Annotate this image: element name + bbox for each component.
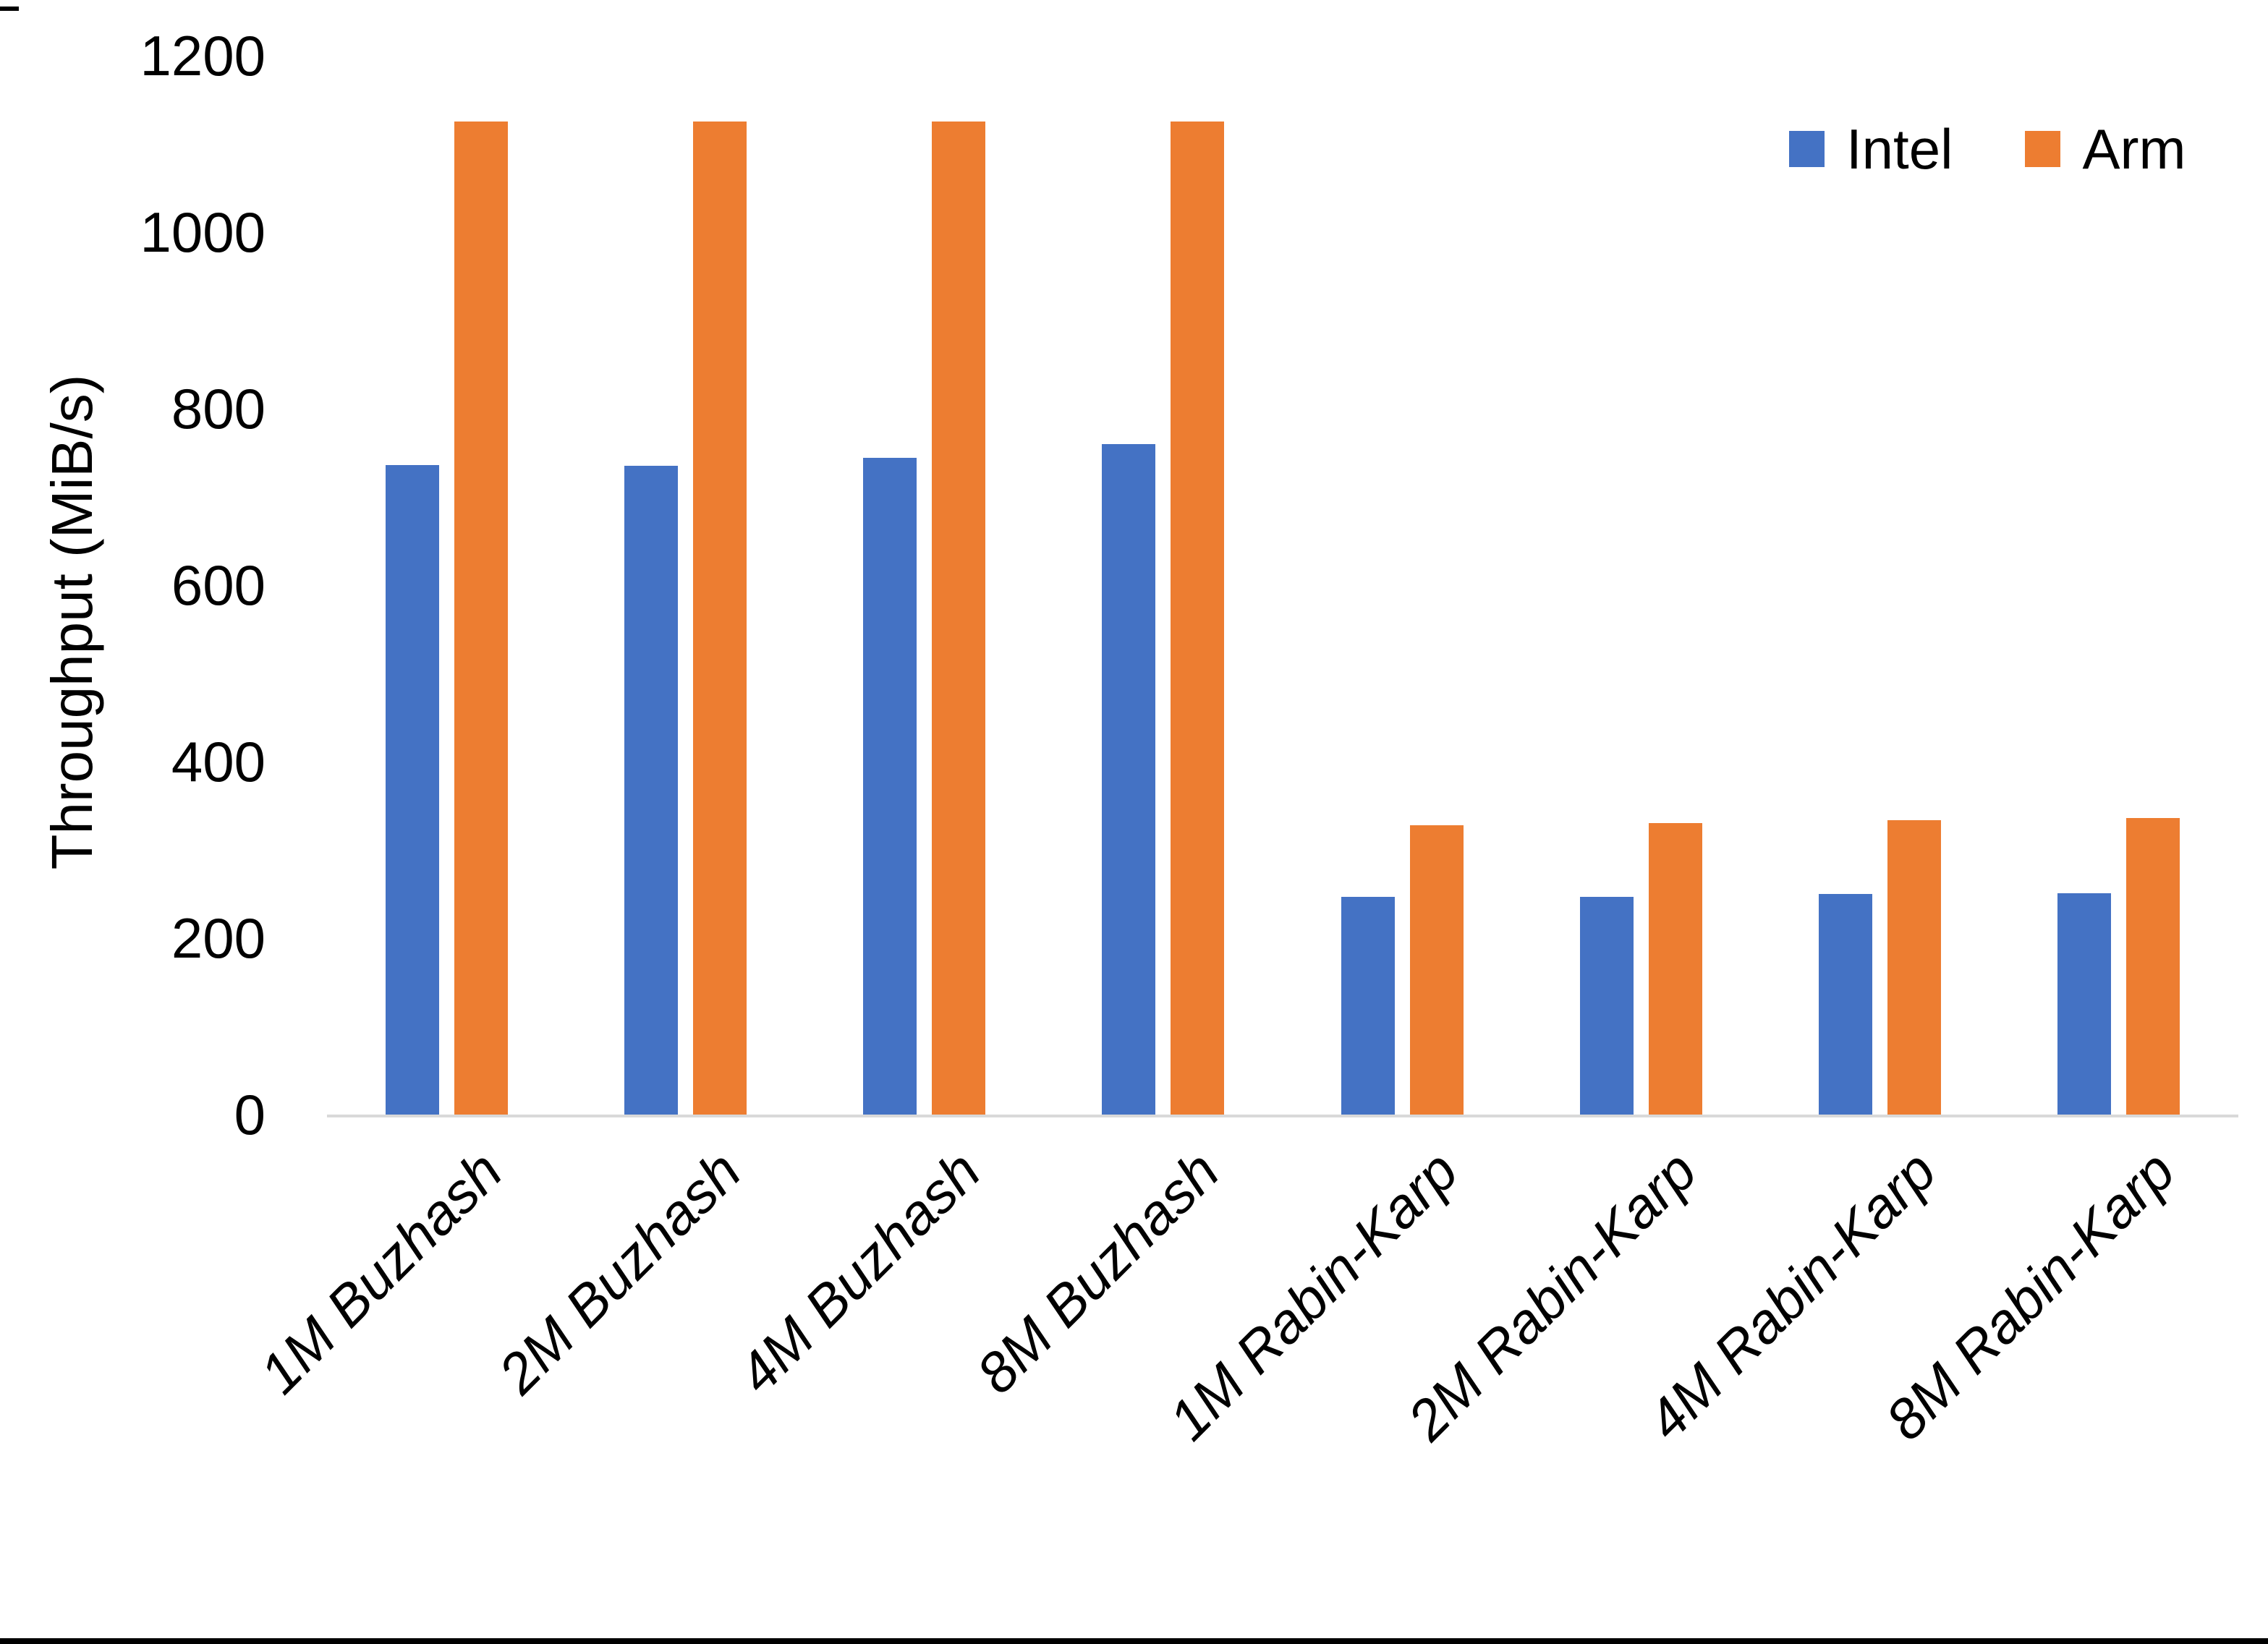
plot-area [327,56,2238,1117]
bar-arm-8m-rabin-karp [2126,818,2180,1115]
y-tick-label-0: 0 [234,1083,266,1146]
legend-label-intel: Intel [1846,117,1953,181]
bar-group-1m-rabin-karp [1283,56,1521,1115]
legend: Intel Arm [1789,121,2186,177]
y-tick-label-600: 600 [171,553,266,617]
bar-intel-8m-rabin-karp [2057,893,2112,1115]
y-tick-label-1000: 1000 [140,200,266,264]
bar-arm-1m-buzhash [454,122,508,1115]
bar-intel-1m-buzhash [385,465,439,1115]
y-axis-title: Throughput (MiB/s) [40,374,104,870]
top-left-screenshot-artifact [0,7,19,11]
legend-swatch-intel [1789,131,1825,167]
bar-intel-4m-rabin-karp [1819,894,1873,1115]
y-tick-label-400: 400 [171,730,266,793]
legend-label-arm: Arm [2082,117,2186,181]
legend-item-intel: Intel [1789,121,1953,177]
bar-group-2m-buzhash [566,56,804,1115]
x-category-label-8m-buzhash: 8M Buzhash [964,1138,1231,1406]
bar-group-4m-buzhash [805,56,1044,1115]
bar-arm-2m-rabin-karp [1648,823,1702,1115]
bar-group-1m-buzhash [327,56,566,1115]
bar-intel-2m-rabin-karp [1579,897,1634,1115]
x-category-label-2m-buzhash: 2M Buzhash [486,1138,754,1406]
bar-arm-2m-buzhash [692,122,747,1115]
bar-group-2m-rabin-karp [1521,56,1760,1115]
bar-intel-1m-rabin-karp [1341,897,1395,1115]
bar-intel-8m-buzhash [1102,444,1156,1115]
bar-arm-4m-buzhash [932,122,986,1115]
bar-arm-1m-rabin-karp [1409,825,1464,1115]
bar-group-8m-rabin-karp [2000,56,2238,1115]
legend-item-arm: Arm [2025,121,2186,177]
x-category-label-1m-buzhash: 1M Buzhash [247,1138,514,1406]
bar-group-4m-rabin-karp [1761,56,2000,1115]
bar-arm-4m-rabin-karp [1887,820,1942,1115]
x-category-label-4m-buzhash: 4M Buzhash [725,1138,993,1406]
legend-swatch-arm [2025,131,2061,167]
y-tick-label-200: 200 [171,906,266,970]
bar-arm-8m-buzhash [1171,122,1225,1115]
bar-intel-4m-buzhash [863,458,917,1115]
y-tick-label-1200: 1200 [140,24,266,88]
bar-intel-2m-buzhash [624,466,678,1115]
bottom-edge-bar [0,1638,2268,1644]
bar-group-8m-buzhash [1044,56,1283,1115]
y-tick-label-800: 800 [171,377,266,440]
